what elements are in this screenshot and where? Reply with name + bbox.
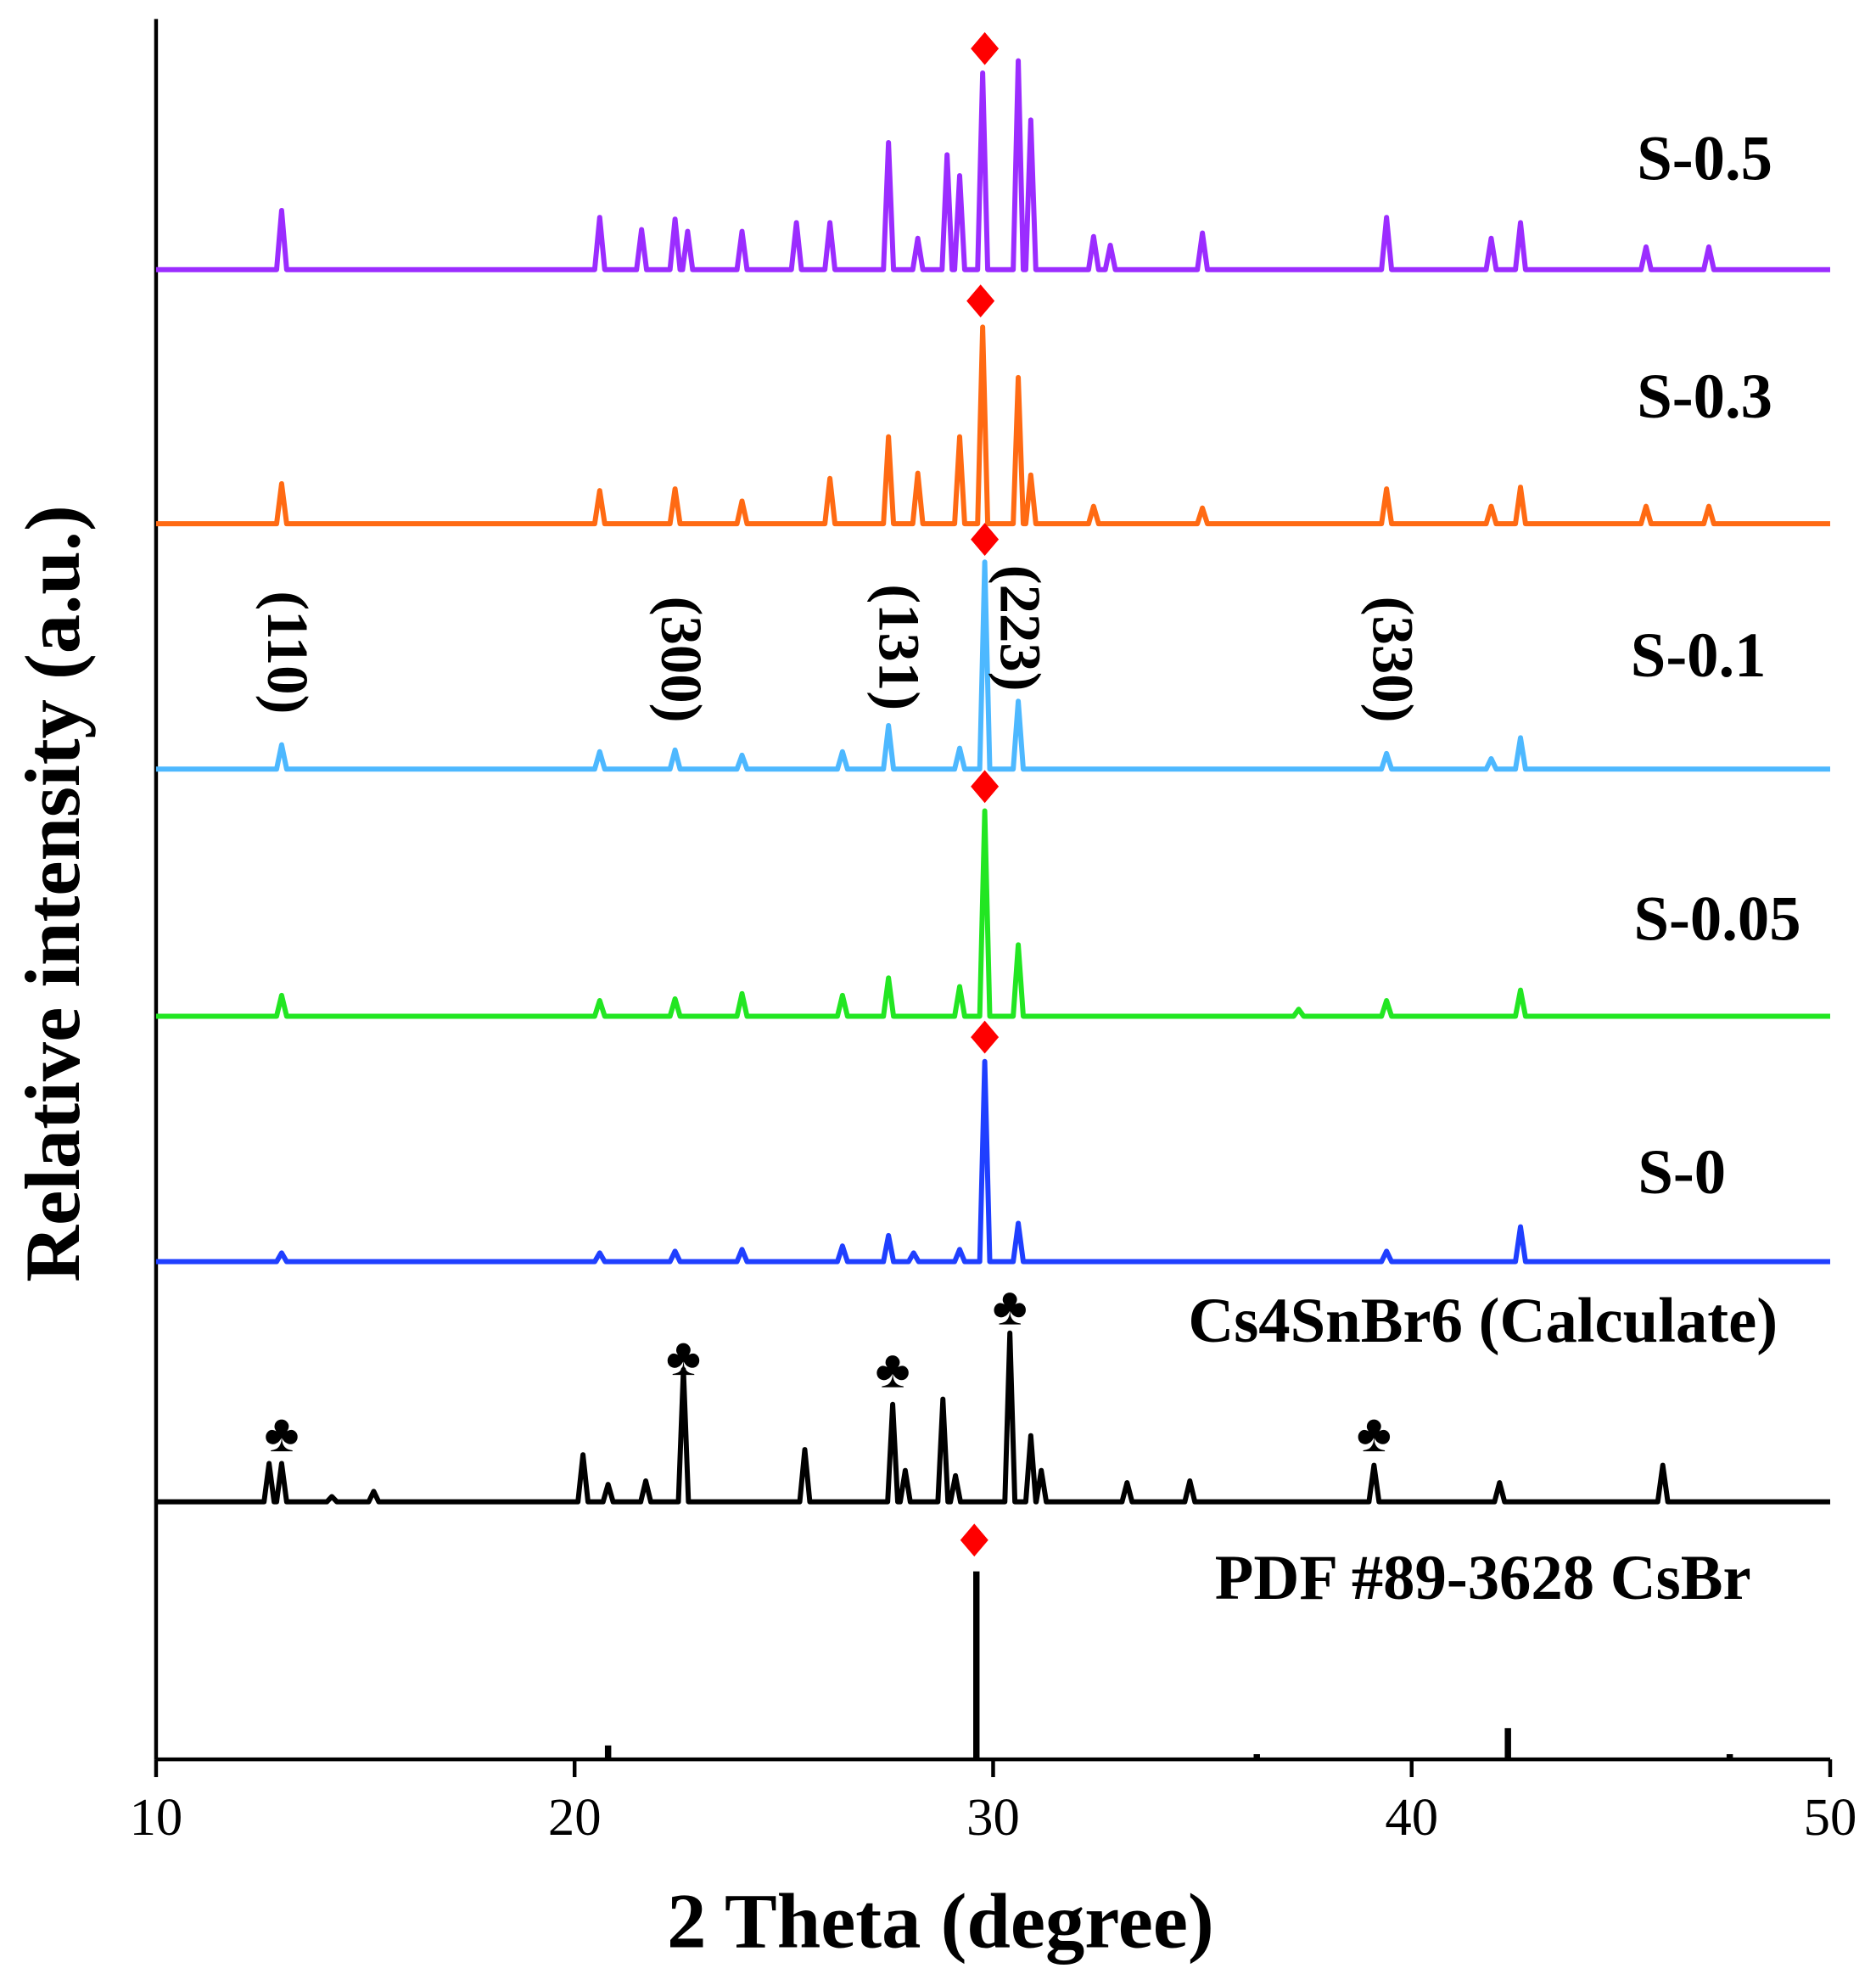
series-line bbox=[155, 324, 1831, 527]
phase-marker: ♣ bbox=[1357, 1404, 1392, 1463]
peak-marker bbox=[971, 31, 1000, 65]
series-line bbox=[155, 1330, 1831, 1505]
x-tick-label: 30 bbox=[966, 1787, 1020, 1847]
phase-marker: ♣ bbox=[993, 1276, 1028, 1336]
x-tick-label: 10 bbox=[130, 1787, 183, 1847]
miller-index: (131) bbox=[866, 584, 931, 710]
series-label: S-0 bbox=[1638, 1137, 1726, 1208]
series-label: S-0.5 bbox=[1637, 123, 1772, 193]
miller-index: (110) bbox=[255, 591, 320, 714]
miller-index: (223) bbox=[988, 565, 1052, 692]
phase-marker: ♣ bbox=[876, 1339, 910, 1399]
peak-marker bbox=[971, 523, 1000, 556]
series-label: S-0.05 bbox=[1634, 883, 1801, 954]
phase-marker: ♣ bbox=[666, 1327, 701, 1387]
series-label: S-0.3 bbox=[1637, 362, 1772, 432]
series-label: S-0.1 bbox=[1631, 620, 1767, 691]
series-line bbox=[155, 1058, 1831, 1264]
phase-marker: ♣ bbox=[264, 1404, 299, 1463]
miller-index: (330) bbox=[1360, 597, 1425, 723]
peak-marker bbox=[971, 1020, 1000, 1054]
x-tick-label: 50 bbox=[1804, 1787, 1857, 1847]
peak-marker bbox=[971, 770, 1000, 804]
y-axis-title: Relative intensity (a.u.) bbox=[9, 505, 97, 1282]
peak-marker bbox=[966, 284, 995, 318]
series-label: Cs4SnBr6 (Calculate) bbox=[1188, 1286, 1778, 1356]
series-line bbox=[155, 559, 1831, 772]
x-tick-label: 20 bbox=[548, 1787, 602, 1847]
x-tick-label: 40 bbox=[1385, 1787, 1438, 1847]
peak-marker bbox=[960, 1523, 988, 1557]
series-line bbox=[155, 58, 1831, 272]
x-axis-title: 2 Theta (degree) bbox=[667, 1878, 1214, 1965]
series-label: PDF #89-3628 CsBr bbox=[1215, 1543, 1751, 1613]
miller-index: (300) bbox=[649, 597, 714, 723]
series-line bbox=[155, 808, 1831, 1019]
